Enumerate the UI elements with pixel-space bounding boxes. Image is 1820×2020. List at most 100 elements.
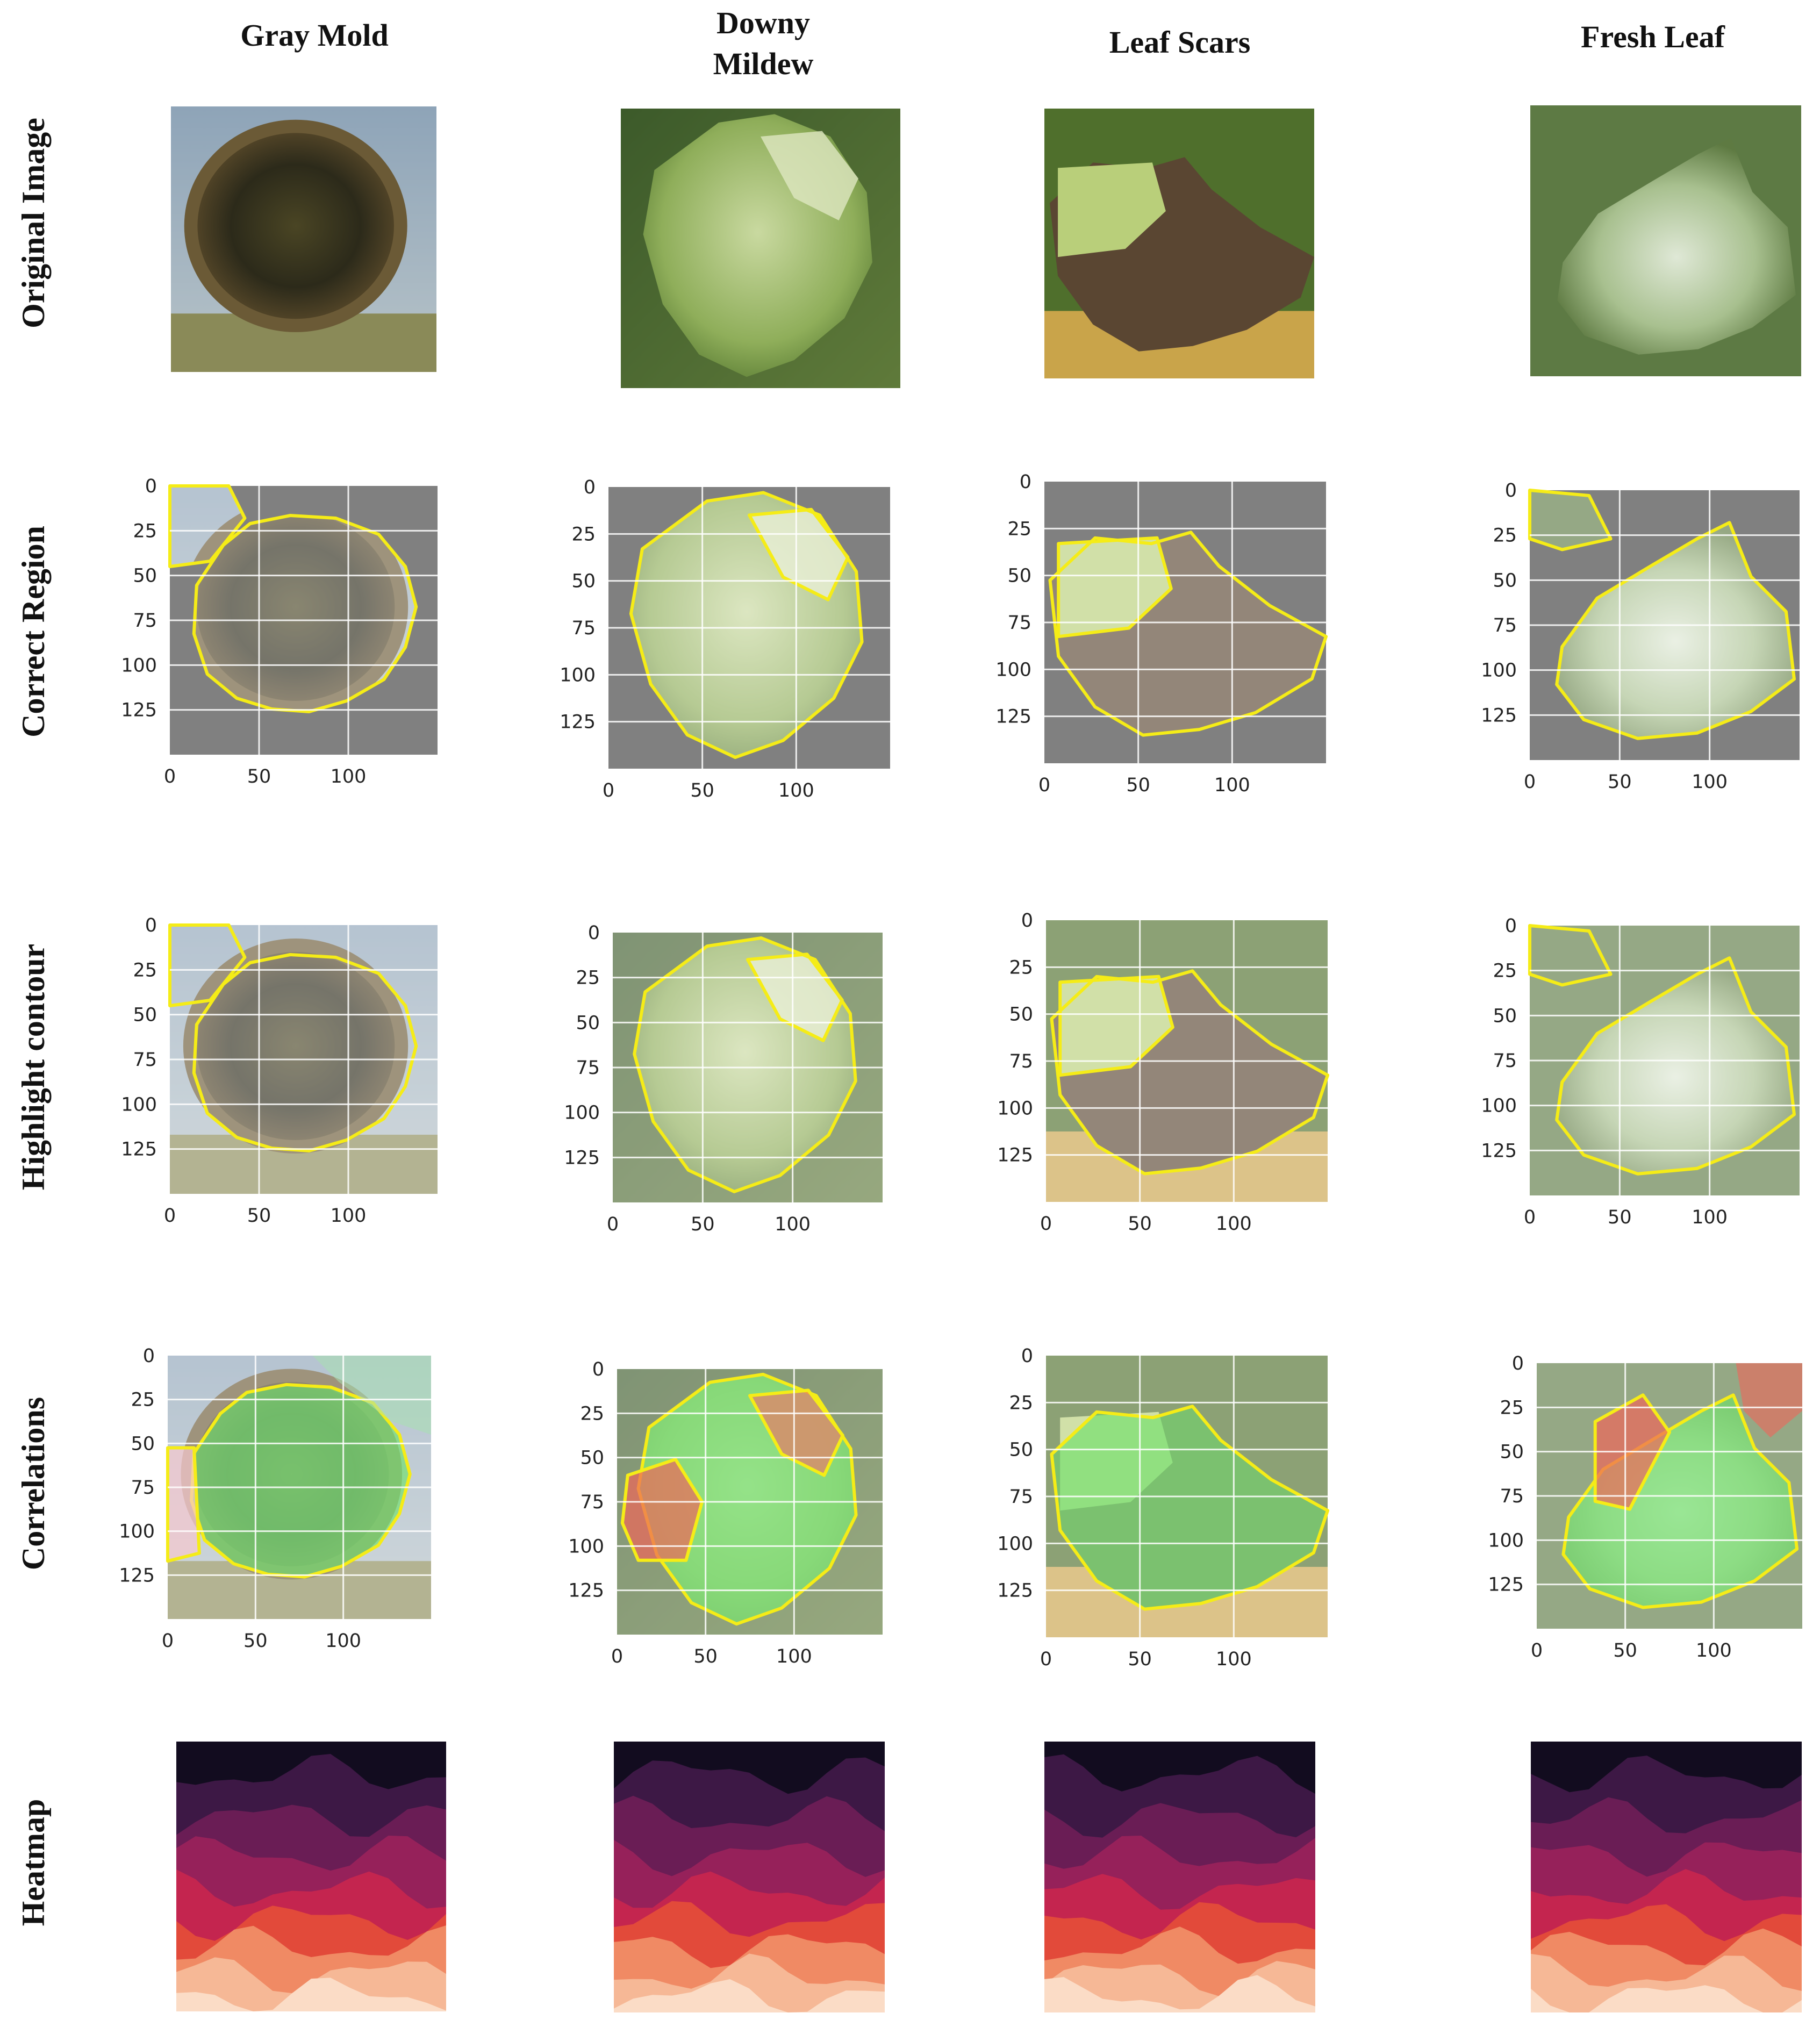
y-tick-label: 125 [995, 706, 1031, 728]
y-tick-label: 100 [1481, 1095, 1517, 1117]
panel-correlation: 0 50 100 0 25 50 75 100 125 [1488, 1353, 1802, 1661]
x-tick-label: 100 [1692, 1207, 1728, 1228]
y-tick-label: 125 [1481, 1140, 1517, 1162]
photo-content [171, 106, 436, 372]
y-tick-label: 50 [133, 1005, 157, 1026]
y-tick-label: 125 [119, 1565, 155, 1586]
y-tick-label: 100 [564, 1102, 600, 1124]
y-tick-label: 75 [1009, 1486, 1033, 1508]
x-tick-label: 100 [331, 766, 367, 787]
positive-region [1563, 1395, 1797, 1608]
y-tick-label: 50 [133, 565, 157, 587]
row-labels: Original Image Correct Region Highlight co… [16, 118, 51, 1926]
y-tick-label: 25 [133, 520, 157, 542]
x-tick-label: 50 [247, 766, 271, 787]
heatmap-segment [176, 1978, 446, 2011]
negative-region [750, 1390, 843, 1475]
region-contour [1050, 1405, 1329, 1611]
x-tick-label: 0 [1524, 771, 1536, 793]
y-tick-label: 0 [145, 915, 157, 936]
panel-heatmap [1044, 1742, 1315, 2012]
photo-content [621, 109, 900, 388]
x-tick-label: 100 [1216, 1649, 1252, 1670]
panel-heatmap [614, 1742, 885, 2012]
region-contour [629, 491, 864, 759]
y-tick-label: 125 [560, 712, 596, 733]
y-tick-label: 125 [121, 700, 157, 721]
panel-photo [1530, 105, 1801, 376]
y-tick-label: 125 [997, 1580, 1033, 1602]
x-tick-label: 100 [1692, 771, 1728, 793]
region-contour [620, 1458, 704, 1562]
leaf [1058, 538, 1171, 637]
photo-content [1044, 109, 1314, 378]
y-tick-label: 75 [133, 1049, 157, 1071]
x-tick-label: 50 [693, 1646, 718, 1667]
y-tick-label: 125 [121, 1139, 157, 1161]
panel-heatmap [1531, 1742, 1802, 2012]
y-tick-label: 50 [1493, 570, 1517, 591]
x-tick-label: 100 [775, 1214, 811, 1235]
region-contour [1057, 536, 1173, 639]
y-tick-label: 0 [145, 476, 157, 497]
negative-region [622, 1459, 703, 1560]
leaf [1557, 138, 1796, 355]
panel-region: 0 50 100 0 25 50 75 100 125 [560, 477, 890, 801]
leaf [1557, 522, 1794, 739]
panel-region: 0 50 100 0 25 50 75 100 125 [1481, 480, 1800, 793]
y-tick-label: 125 [1481, 705, 1517, 726]
panels: 0 50 100 0 25 50 75 100 125 0 50 100 0 25 50 75 100 125 0 5… [119, 105, 1802, 2012]
highlight-contour [1555, 956, 1796, 1176]
y-tick-label: 0 [584, 477, 596, 498]
sunflower-head [197, 133, 394, 319]
y-tick-label: 75 [1493, 615, 1517, 636]
x-tick-label: 0 [1040, 1213, 1052, 1235]
region-contour [1555, 521, 1796, 740]
y-tick-label: 25 [571, 524, 596, 545]
y-tick-label: 50 [580, 1448, 604, 1469]
positive-region [1051, 1406, 1328, 1609]
x-tick-label: 50 [1128, 1213, 1152, 1235]
leaf [1058, 162, 1166, 257]
x-tick-label: 0 [1038, 775, 1050, 796]
column-titles: Gray Mold Downy Mildew Leaf Scars Fresh Leaf [240, 5, 1725, 81]
y-tick-label: 100 [119, 1521, 155, 1543]
x-tick-label: 0 [607, 1214, 619, 1235]
x-tick-label: 0 [603, 780, 614, 801]
x-tick-label: 100 [1216, 1213, 1252, 1235]
heatmap-segment [1044, 1975, 1315, 2012]
column-title: Gray Mold [240, 18, 388, 53]
y-tick-label: 0 [1020, 471, 1031, 493]
y-tick-label: 75 [1007, 612, 1031, 634]
y-tick-label: 75 [1493, 1050, 1517, 1072]
photo-content [170, 486, 417, 712]
x-tick-label: 0 [162, 1630, 174, 1652]
heatmap-segment [614, 1979, 885, 2012]
sunflower-head [196, 513, 395, 701]
x-tick-label: 100 [1696, 1640, 1732, 1661]
y-tick-label: 125 [564, 1147, 600, 1169]
highlight-contour [1528, 924, 1613, 987]
region-contour [1528, 489, 1613, 551]
y-tick-label: 25 [1007, 518, 1031, 540]
negative-region [1736, 1363, 1802, 1438]
x-tick-label: 50 [247, 1205, 271, 1227]
y-tick-label: 50 [131, 1433, 155, 1455]
row-label: Heatmap [16, 1799, 51, 1926]
region-contour [190, 1383, 412, 1579]
y-tick-label: 100 [997, 1533, 1033, 1555]
panel-photo [171, 106, 436, 372]
panel-contour: 0 50 100 0 25 50 75 100 125 [121, 915, 438, 1227]
y-tick-label: 25 [133, 959, 157, 981]
panel-contour: 0 50 100 0 25 50 75 100 125 [564, 922, 883, 1235]
panel-correlation: 0 50 100 0 25 50 75 100 125 [568, 1359, 883, 1667]
x-tick-label: 50 [1128, 1649, 1152, 1670]
positive-region [191, 1384, 410, 1577]
panel-photo [1044, 109, 1314, 378]
x-tick-label: 100 [325, 1630, 361, 1652]
panel-heatmap [176, 1742, 446, 2011]
y-tick-label: 50 [571, 571, 596, 592]
column-title: Fresh Leaf [1581, 19, 1725, 54]
highlight-contour [168, 923, 247, 1007]
mildew-patch [749, 509, 848, 600]
